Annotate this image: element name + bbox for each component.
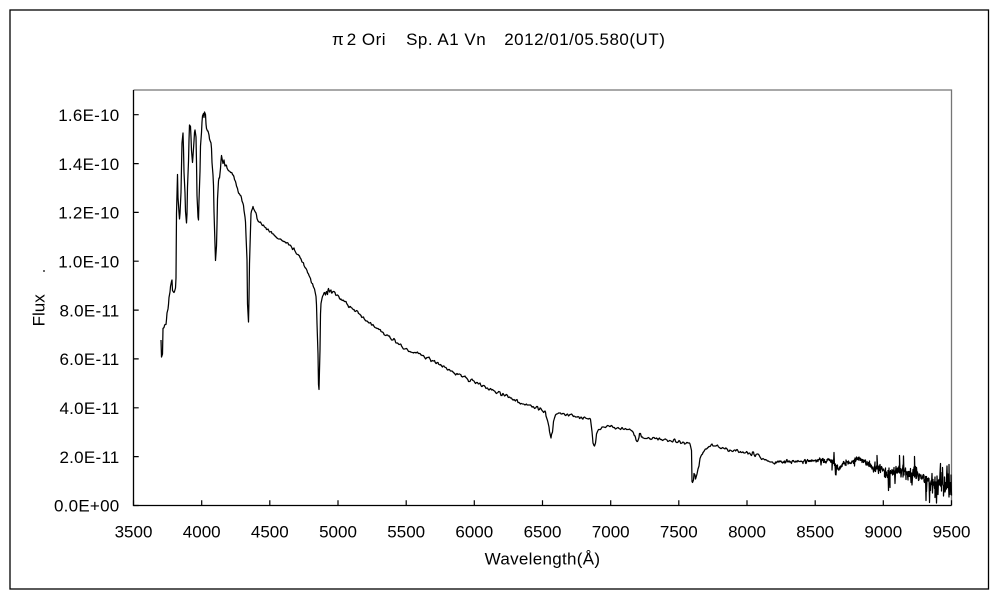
svg-text:6500: 6500 — [524, 523, 562, 542]
svg-text:8.0E-11: 8.0E-11 — [59, 301, 119, 320]
svg-text:1.0E-10: 1.0E-10 — [58, 252, 119, 271]
svg-text:1.6E-10: 1.6E-10 — [58, 106, 119, 125]
svg-text:6000: 6000 — [455, 523, 493, 542]
svg-text:2.0E-11: 2.0E-11 — [59, 448, 119, 467]
svg-text:5500: 5500 — [387, 523, 425, 542]
svg-text:4000: 4000 — [183, 523, 221, 542]
svg-text:0.0E+00: 0.0E+00 — [54, 497, 120, 516]
svg-text:1.4E-10: 1.4E-10 — [58, 155, 119, 174]
svg-text:6.0E-11: 6.0E-11 — [59, 350, 119, 369]
svg-text:5000: 5000 — [319, 523, 357, 542]
svg-text:7500: 7500 — [660, 523, 698, 542]
svg-text:4500: 4500 — [251, 523, 289, 542]
svg-text:8000: 8000 — [728, 523, 766, 542]
svg-text:4.0E-11: 4.0E-11 — [59, 399, 119, 418]
svg-text:7000: 7000 — [592, 523, 630, 542]
svg-text:8500: 8500 — [796, 523, 834, 542]
svg-text:3500: 3500 — [115, 523, 153, 542]
svg-text:9000: 9000 — [864, 523, 902, 542]
svg-text:1.2E-10: 1.2E-10 — [58, 204, 119, 223]
svg-text:9500: 9500 — [933, 523, 971, 542]
svg-text:Flux: Flux — [30, 294, 49, 327]
svg-text:Wavelength(Å): Wavelength(Å) — [485, 550, 601, 569]
